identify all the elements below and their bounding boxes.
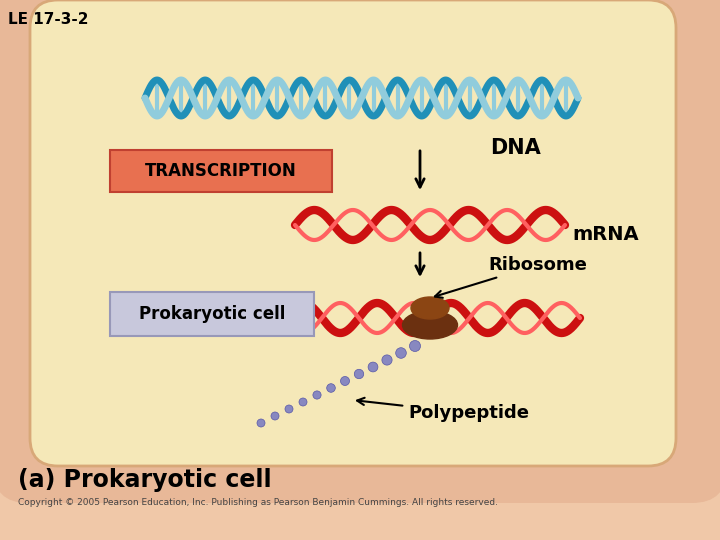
Circle shape — [410, 341, 420, 352]
Circle shape — [285, 405, 293, 413]
Circle shape — [327, 384, 336, 392]
Text: TRANSCRIPTION: TRANSCRIPTION — [145, 162, 297, 180]
Circle shape — [299, 398, 307, 406]
Circle shape — [396, 348, 406, 359]
Circle shape — [354, 369, 364, 379]
Text: Copyright © 2005 Pearson Education, Inc. Publishing as Pearson Benjamin Cummings: Copyright © 2005 Pearson Education, Inc.… — [18, 498, 498, 507]
Ellipse shape — [411, 297, 449, 319]
FancyBboxPatch shape — [30, 0, 676, 466]
Circle shape — [257, 419, 265, 427]
Text: (a) Prokaryotic cell: (a) Prokaryotic cell — [18, 468, 271, 492]
FancyBboxPatch shape — [0, 0, 720, 503]
Circle shape — [341, 376, 349, 386]
FancyBboxPatch shape — [110, 292, 314, 336]
Text: LE 17-3-2: LE 17-3-2 — [8, 12, 89, 27]
Circle shape — [271, 412, 279, 420]
Text: Prokaryotic cell: Prokaryotic cell — [139, 305, 285, 323]
Text: DNA: DNA — [490, 138, 541, 158]
Circle shape — [368, 362, 378, 372]
Circle shape — [382, 355, 392, 365]
Text: mRNA: mRNA — [572, 226, 639, 245]
FancyBboxPatch shape — [110, 150, 332, 192]
Text: Ribosome: Ribosome — [435, 256, 587, 298]
Circle shape — [313, 391, 321, 399]
Ellipse shape — [402, 311, 457, 339]
Text: Polypeptide: Polypeptide — [357, 398, 529, 422]
